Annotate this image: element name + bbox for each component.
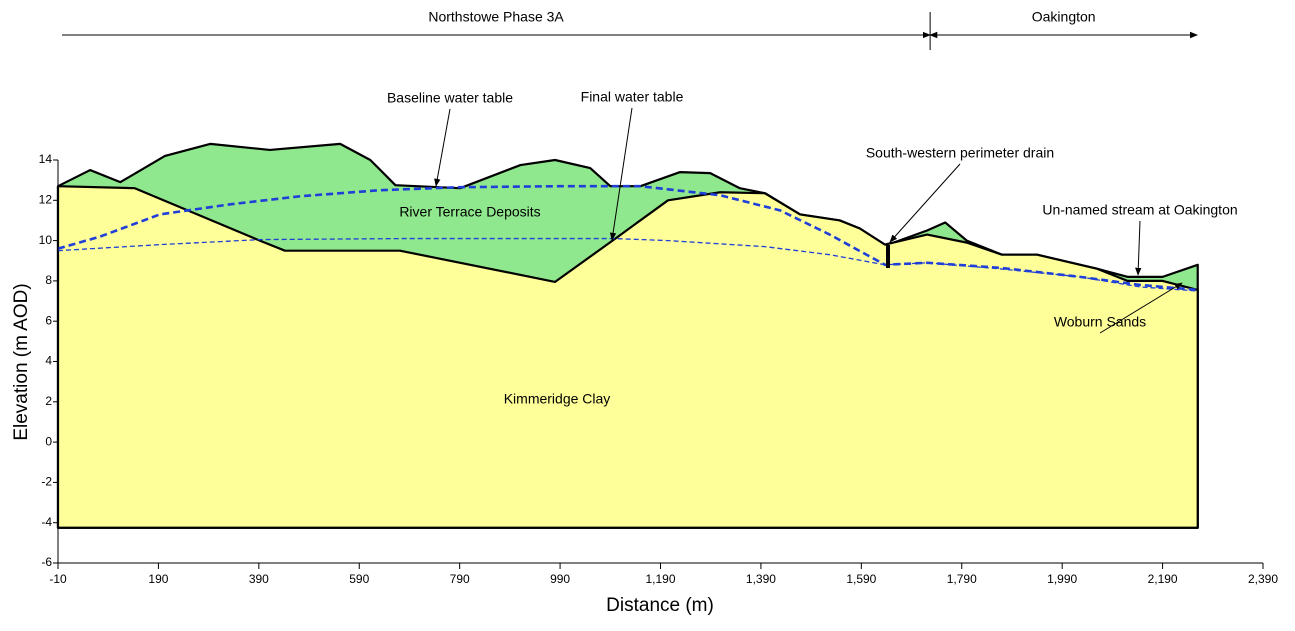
y-tick-label: 0 <box>45 434 52 448</box>
x-axis-label: Distance (m) <box>606 595 714 616</box>
y-tick-label: 12 <box>39 192 53 206</box>
y-tick-label: 14 <box>39 152 53 166</box>
annotation: Un-named stream at Oakington <box>1042 202 1237 218</box>
region-label: Northstowe Phase 3A <box>428 9 564 25</box>
chart: Distance (m) Elevation (m AOD) -6 -4 -2 0 2 4… <box>0 0 1295 626</box>
x-tick-label: 790 <box>450 572 470 586</box>
layer <box>58 186 1198 528</box>
y-tick-label: 2 <box>45 394 52 408</box>
annotation: South-western perimeter drain <box>866 145 1054 161</box>
layer-label: Kimmeridge Clay <box>504 391 611 407</box>
annotation: Woburn Sands <box>1054 314 1146 330</box>
x-tick-label: 990 <box>550 572 570 586</box>
y-axis-label: Elevation (m AOD) <box>11 283 32 440</box>
x-tick-label: -10 <box>49 572 67 586</box>
y-tick-label: 6 <box>45 313 52 327</box>
x-tick-label: 190 <box>148 572 168 586</box>
y-tick-label: 10 <box>39 233 53 247</box>
x-tick-label: 390 <box>249 572 269 586</box>
x-tick-label: 590 <box>349 572 369 586</box>
x-tick-label: 1,590 <box>846 572 876 586</box>
region-label: Oakington <box>1032 9 1096 25</box>
y-tick-label: 4 <box>45 354 52 368</box>
x-tick-label: 1,190 <box>645 572 675 586</box>
x-tick-label: 2,190 <box>1148 572 1178 586</box>
leader-arrow <box>1138 221 1140 275</box>
y-tick-label: -6 <box>41 555 52 569</box>
x-tick-label: 1,790 <box>947 572 977 586</box>
x-tick-label: 1,390 <box>746 572 776 586</box>
layer-label: Baseline water table <box>387 90 513 106</box>
y-tick-label: -2 <box>41 475 52 489</box>
y-tick-label: 8 <box>45 273 52 287</box>
x-tick-label: 1,990 <box>1047 572 1077 586</box>
x-tick-label: 2,390 <box>1248 572 1278 586</box>
y-tick-label: -4 <box>41 515 52 529</box>
layer-label: River Terrace Deposits <box>399 204 540 220</box>
layer-label: Final water table <box>581 89 684 105</box>
leader-arrow <box>436 109 450 186</box>
